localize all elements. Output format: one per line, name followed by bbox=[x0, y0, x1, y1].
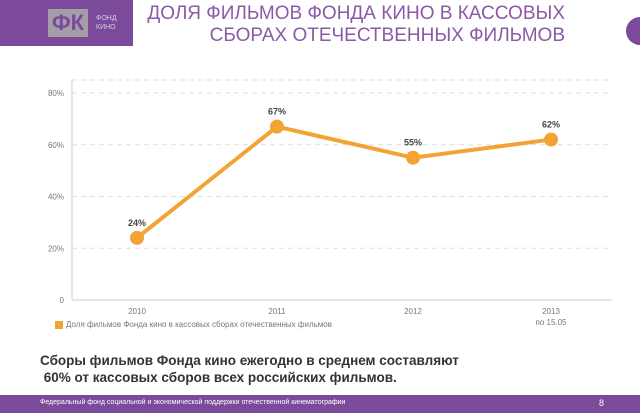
legend: Доля фильмов Фонда кино в кассовых сбора… bbox=[55, 320, 332, 329]
data-label: 24% bbox=[128, 218, 146, 228]
data-point bbox=[544, 132, 558, 147]
caption: Сборы фильмов Фонда кино ежегодно в сред… bbox=[40, 352, 459, 386]
y-tick-label: 20% bbox=[48, 244, 64, 253]
decorative-circle bbox=[626, 17, 640, 45]
title-line1: ДОЛЯ ФИЛЬМОВ ФОНДА КИНО В КАССОВЫХ bbox=[147, 3, 565, 24]
data-label: 62% bbox=[542, 120, 560, 130]
logo-line1: ФОНД bbox=[96, 15, 117, 22]
logo: ФК ФОНД КИНО bbox=[0, 0, 133, 46]
logo-line2: КИНО bbox=[96, 24, 116, 31]
footer-text: Федеральный фонд социальной и экономичес… bbox=[40, 399, 346, 406]
logo-mark: ФК bbox=[48, 9, 88, 37]
caption-line1: Сборы фильмов Фонда кино ежегодно в сред… bbox=[40, 353, 459, 368]
x-tick-label: 2011 bbox=[268, 307, 286, 316]
data-point bbox=[406, 150, 420, 165]
logo-text: ФОНД КИНО bbox=[96, 14, 117, 32]
x-tick-label: 2010 bbox=[128, 307, 146, 316]
series-line bbox=[135, 124, 552, 240]
y-tick-label: 80% bbox=[48, 89, 64, 98]
x-tick-sublabel: по 15.05 bbox=[535, 318, 567, 327]
legend-swatch bbox=[55, 320, 63, 329]
data-point bbox=[270, 119, 284, 134]
caption-line2: 60% от кассовых сборов всех российских ф… bbox=[40, 370, 397, 385]
legend-label: Доля фильмов Фонда кино в кассовых сбора… bbox=[66, 320, 332, 329]
page-number: 8 bbox=[598, 398, 604, 408]
y-tick-label: 40% bbox=[48, 193, 64, 202]
footer: Федеральный фонд социальной и экономичес… bbox=[0, 395, 640, 413]
y-tick-label: 0 bbox=[60, 296, 65, 305]
data-label: 55% bbox=[404, 138, 422, 148]
x-tick-label: 2012 bbox=[404, 307, 422, 316]
y-tick-label: 60% bbox=[48, 141, 64, 150]
title-line2: СБОРАХ ОТЕЧЕСТВЕННЫХ ФИЛЬМОВ bbox=[209, 25, 565, 46]
x-tick-label: 2013 bbox=[542, 307, 560, 316]
data-label: 67% bbox=[268, 107, 286, 117]
data-point bbox=[130, 230, 144, 245]
page-title: ДОЛЯ ФИЛЬМОВ ФОНДА КИНО В КАССОВЫХ СБОРАХ… bbox=[85, 3, 565, 47]
